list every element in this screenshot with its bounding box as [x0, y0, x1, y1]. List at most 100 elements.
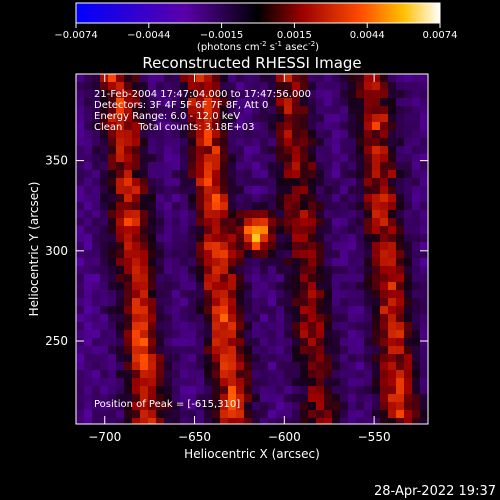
heatmap-cell	[196, 98, 204, 106]
heatmap-cell	[324, 210, 332, 218]
heatmap-cell	[140, 74, 148, 82]
heatmap-cell	[244, 346, 252, 354]
heatmap-cell	[380, 170, 388, 178]
heatmap-cell	[340, 202, 348, 210]
heatmap-cell	[180, 218, 188, 226]
heatmap-cell	[388, 258, 396, 266]
heatmap-cell	[148, 338, 156, 346]
heatmap-cell	[388, 410, 396, 418]
heatmap-cell	[244, 386, 252, 394]
heatmap-cell	[380, 306, 388, 314]
heatmap-cell	[348, 290, 356, 298]
heatmap-cell	[244, 362, 252, 370]
heatmap-cell	[148, 394, 156, 402]
heatmap-cell	[92, 90, 100, 98]
heatmap-cell	[340, 338, 348, 346]
heatmap-cell	[332, 114, 340, 122]
annotation-time-range: 21-Feb-2004 17:47:04.000 to 17:47:56.000	[94, 89, 311, 100]
heatmap-cell	[148, 218, 156, 226]
heatmap-cell	[268, 386, 276, 394]
heatmap-cell	[308, 314, 316, 322]
heatmap-cell	[252, 418, 260, 424]
heatmap-cell	[140, 186, 148, 194]
heatmap-cell	[284, 290, 292, 298]
heatmap-cell	[228, 346, 236, 354]
y-axis-label: Heliocentric Y (arcsec)	[27, 182, 41, 317]
heatmap-cell	[284, 394, 292, 402]
heatmap-cell	[228, 186, 236, 194]
heatmap-cell	[268, 314, 276, 322]
heatmap-cell	[324, 194, 332, 202]
heatmap-cell	[100, 418, 108, 424]
heatmap-cell	[156, 226, 164, 234]
heatmap-cell	[124, 138, 132, 146]
heatmap-cell	[228, 370, 236, 378]
heatmap-cell	[364, 330, 372, 338]
annotation-detectors: Detectors: 3F 4F 5F 6F 7F 8F, Att 0	[94, 100, 268, 111]
heatmap-cell	[364, 306, 372, 314]
heatmap-cell	[372, 330, 380, 338]
heatmap-cell	[196, 178, 204, 186]
heatmap-cell	[356, 138, 364, 146]
heatmap-cell	[76, 322, 84, 330]
heatmap-cell	[196, 410, 204, 418]
heatmap-cell	[124, 346, 132, 354]
heatmap-cell	[204, 154, 212, 162]
heatmap-cell	[340, 370, 348, 378]
heatmap-cell	[268, 282, 276, 290]
heatmap-cell	[388, 122, 396, 130]
y-tick-label: 250	[45, 334, 68, 348]
heatmap-cell	[108, 138, 116, 146]
heatmap-cell	[140, 362, 148, 370]
heatmap-cell	[268, 274, 276, 282]
heatmap-cell	[116, 370, 124, 378]
heatmap-cell	[172, 402, 180, 410]
heatmap-cell	[196, 394, 204, 402]
heatmap-cell	[420, 266, 428, 274]
heatmap-cell	[276, 90, 284, 98]
heatmap-cell	[268, 138, 276, 146]
heatmap-cell	[84, 210, 92, 218]
heatmap-cell	[220, 154, 228, 162]
heatmap-cell	[244, 418, 252, 424]
heatmap-cell	[308, 354, 316, 362]
heatmap-cell	[260, 234, 268, 242]
heatmap-cell	[364, 210, 372, 218]
heatmap-cell	[348, 74, 356, 82]
heatmap-cell	[380, 122, 388, 130]
heatmap-cell	[260, 402, 268, 410]
heatmap-cell	[268, 210, 276, 218]
heatmap-cell	[140, 266, 148, 274]
heatmap-cell	[204, 274, 212, 282]
heatmap-cell	[356, 330, 364, 338]
heatmap-cell	[260, 346, 268, 354]
heatmap-cell	[108, 322, 116, 330]
heatmap-cell	[260, 74, 268, 82]
heatmap-cell	[332, 322, 340, 330]
heatmap-cell	[212, 282, 220, 290]
heatmap-cell	[356, 74, 364, 82]
heatmap-cell	[116, 210, 124, 218]
heatmap-cell	[404, 130, 412, 138]
heatmap-cell	[252, 210, 260, 218]
heatmap-cell	[404, 306, 412, 314]
heatmap-cell	[92, 122, 100, 130]
heatmap-cell	[76, 226, 84, 234]
heatmap-cell	[84, 90, 92, 98]
heatmap-cell	[396, 98, 404, 106]
heatmap-cell	[356, 298, 364, 306]
heatmap-cell	[164, 330, 172, 338]
heatmap-cell	[164, 162, 172, 170]
heatmap-cell	[404, 346, 412, 354]
heatmap-cell	[268, 178, 276, 186]
heatmap-cell	[148, 162, 156, 170]
heatmap-cell	[364, 226, 372, 234]
heatmap-cell	[148, 314, 156, 322]
heatmap-cell	[260, 258, 268, 266]
heatmap-cell	[228, 90, 236, 98]
heatmap-cell	[276, 242, 284, 250]
heatmap-cell	[404, 186, 412, 194]
heatmap-cell	[292, 242, 300, 250]
heatmap-cell	[324, 90, 332, 98]
heatmap-cell	[172, 322, 180, 330]
